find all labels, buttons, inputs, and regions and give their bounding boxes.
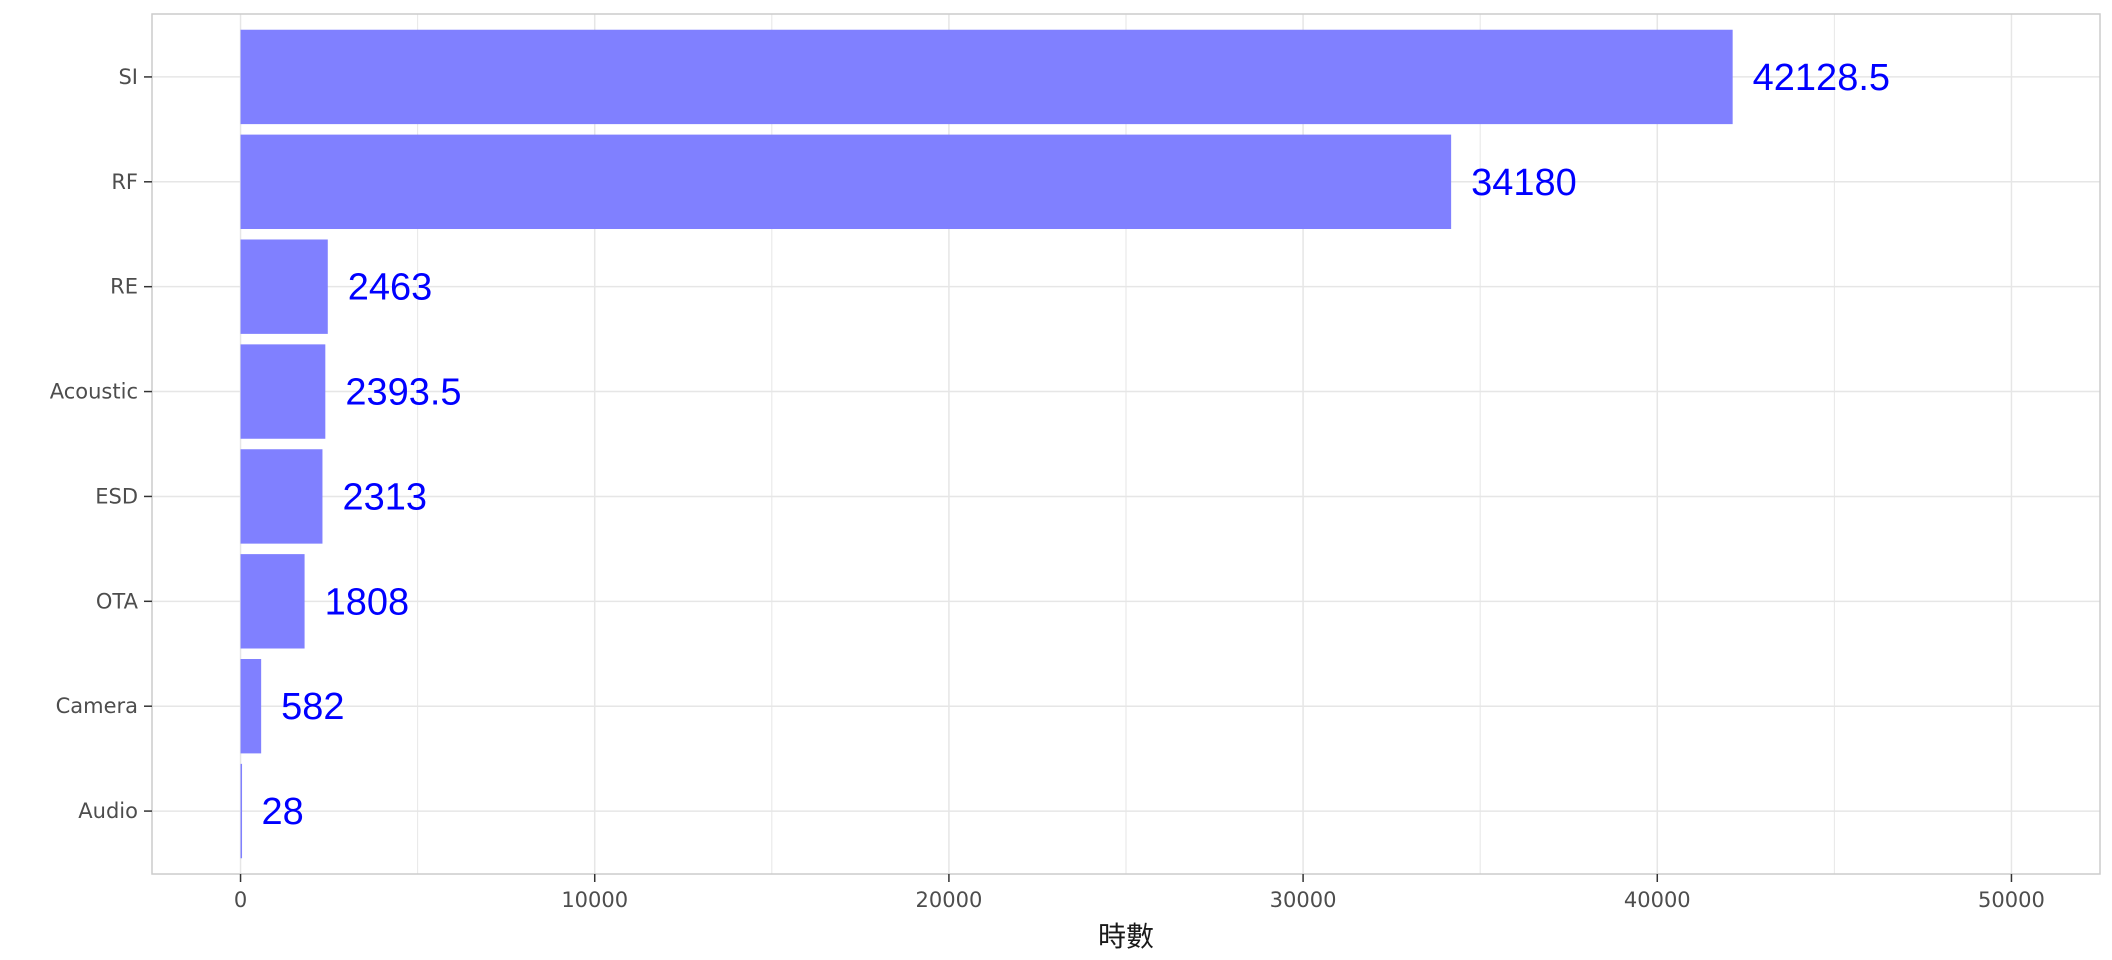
data-label: 28 bbox=[262, 791, 304, 833]
bar-rf bbox=[240, 134, 1452, 229]
x-axis-label: 時數 bbox=[1098, 920, 1154, 953]
x-tick-label: 0 bbox=[234, 888, 247, 912]
y-tick-label: Audio bbox=[78, 799, 138, 823]
data-label: 582 bbox=[281, 686, 344, 728]
x-tick-label: 40000 bbox=[1624, 888, 1691, 912]
plot-panel-border bbox=[151, 13, 2101, 875]
data-labels: 42128.5 34180 2463 2393.5 2313 1808 582 28 bbox=[262, 57, 1890, 833]
bars bbox=[240, 29, 1733, 859]
bar-camera bbox=[240, 659, 262, 754]
data-label: 42128.5 bbox=[1753, 57, 1890, 99]
y-tick-label: SI bbox=[118, 65, 138, 89]
x-tick-label: 50000 bbox=[1978, 888, 2045, 912]
x-axis-ticks: 0 10000 20000 30000 40000 50000 bbox=[234, 874, 2045, 912]
y-tick-label: OTA bbox=[96, 589, 139, 613]
data-label: 2463 bbox=[348, 267, 433, 309]
data-label: 1808 bbox=[325, 581, 410, 623]
data-label: 2313 bbox=[342, 476, 427, 518]
x-tick-label: 20000 bbox=[916, 888, 983, 912]
x-tick-label: 10000 bbox=[561, 888, 628, 912]
data-label: 2393.5 bbox=[345, 372, 461, 414]
y-tick-label: Acoustic bbox=[50, 380, 138, 404]
bar-audio bbox=[240, 763, 243, 859]
y-tick-label: RE bbox=[110, 275, 138, 299]
y-axis-ticks: SI RF RE Acoustic ESD OTA Camera Audio bbox=[50, 65, 152, 823]
y-tick-label: ESD bbox=[95, 484, 138, 508]
data-label: 34180 bbox=[1471, 162, 1577, 204]
y-tick-label: RF bbox=[111, 170, 138, 194]
bar-re bbox=[240, 239, 328, 334]
bar-acoustic bbox=[240, 344, 326, 439]
bar-esd bbox=[240, 449, 323, 544]
bar-ota bbox=[240, 554, 305, 649]
bar-si bbox=[240, 29, 1733, 125]
y-tick-label: Camera bbox=[56, 694, 138, 718]
x-tick-label: 30000 bbox=[1270, 888, 1337, 912]
